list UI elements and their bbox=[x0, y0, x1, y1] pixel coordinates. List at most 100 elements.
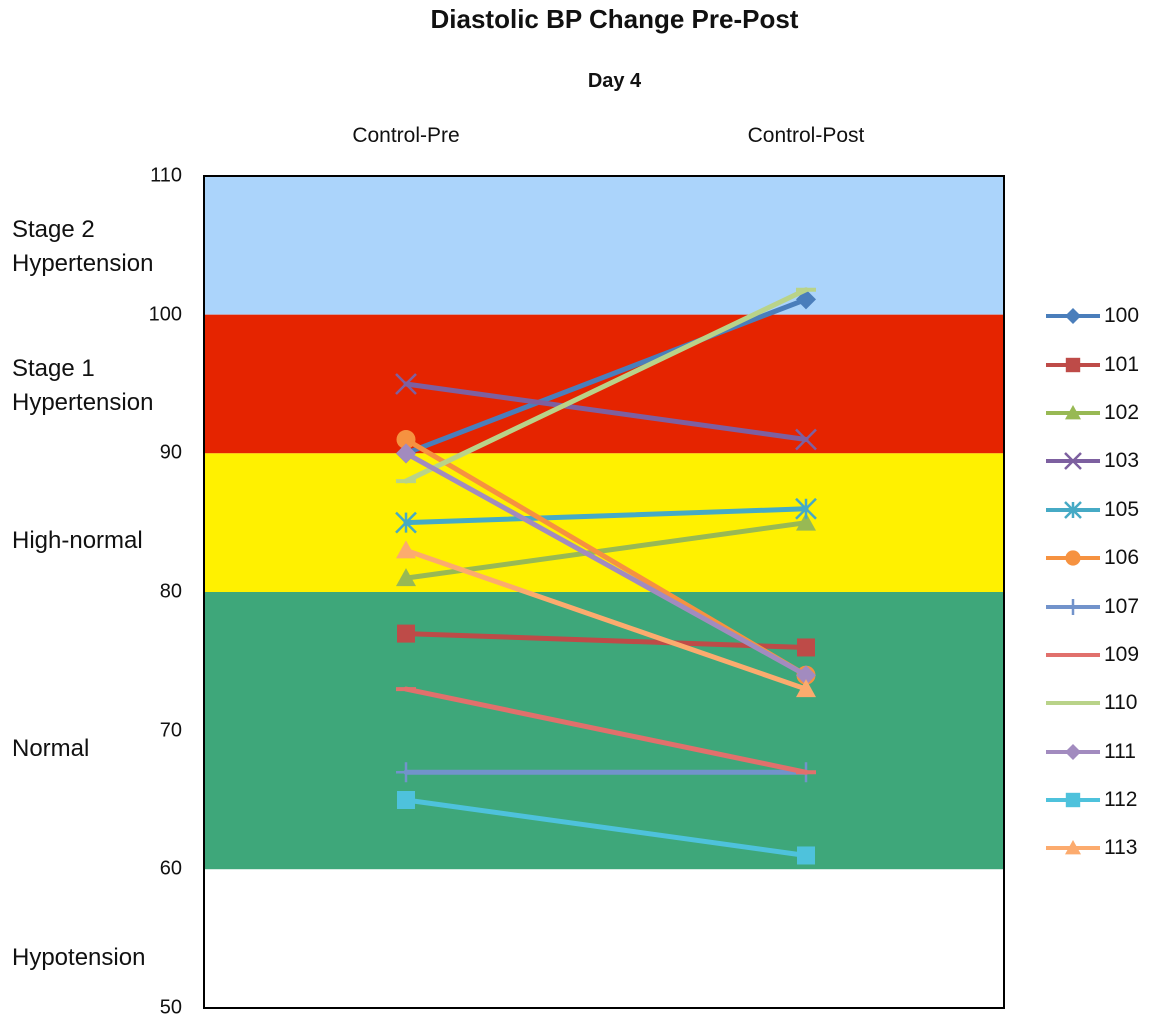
legend-swatch bbox=[1046, 550, 1100, 566]
band-label-3: Normal bbox=[12, 735, 90, 762]
series-113 bbox=[396, 540, 816, 698]
band-label-0: Stage 2 Hypertension bbox=[12, 216, 154, 277]
legend-label: 107 bbox=[1104, 594, 1140, 618]
band-2 bbox=[204, 453, 1004, 592]
legend-item-110: 110 bbox=[1040, 679, 1139, 727]
data-point bbox=[795, 497, 817, 520]
data-point bbox=[1065, 840, 1081, 855]
data-point bbox=[396, 762, 416, 783]
band-4 bbox=[204, 869, 1004, 1008]
series-111 bbox=[396, 443, 816, 686]
y-tick-label: 50 bbox=[159, 996, 182, 1019]
legend-label: 111 bbox=[1104, 739, 1136, 763]
data-point bbox=[396, 540, 416, 559]
data-point bbox=[796, 512, 816, 531]
data-point bbox=[795, 428, 817, 451]
legend-swatch bbox=[1046, 357, 1100, 372]
data-point bbox=[1065, 598, 1081, 615]
data-point bbox=[1064, 500, 1082, 519]
legend-label: 106 bbox=[1104, 546, 1140, 570]
series-line-100 bbox=[403, 296, 809, 456]
data-point bbox=[796, 679, 816, 698]
band-0 bbox=[204, 176, 1004, 315]
data-point bbox=[395, 373, 417, 395]
y-tick-label: 70 bbox=[159, 719, 182, 742]
data-point bbox=[1065, 357, 1081, 372]
series-101 bbox=[397, 624, 815, 657]
legend-label: 100 bbox=[1104, 304, 1140, 328]
y-tick-label: 90 bbox=[159, 441, 182, 464]
legend-swatch bbox=[1046, 840, 1100, 855]
data-point bbox=[1065, 743, 1081, 760]
series-105 bbox=[395, 497, 817, 534]
data-point bbox=[396, 443, 416, 464]
series-109 bbox=[396, 686, 816, 775]
data-point bbox=[1065, 792, 1081, 808]
data-point bbox=[796, 665, 816, 686]
legend-label: 109 bbox=[1104, 642, 1140, 666]
series-103 bbox=[395, 373, 817, 451]
category-label-pre: Control-Pre bbox=[352, 124, 460, 147]
legend-item-101: 101 bbox=[1040, 340, 1139, 388]
data-point bbox=[397, 624, 415, 643]
series-line-113 bbox=[403, 547, 809, 692]
series-line-105 bbox=[403, 506, 809, 526]
legend-swatch bbox=[1046, 792, 1100, 808]
legend-label: 102 bbox=[1104, 400, 1140, 424]
series-line-110 bbox=[403, 287, 809, 484]
data-point bbox=[397, 791, 415, 809]
legend-label: 113 bbox=[1104, 836, 1138, 860]
data-point bbox=[797, 638, 815, 657]
legend: 100 101 102 103 105 106 107 109 110 111 112 113 bbox=[1040, 292, 1139, 873]
series-line-102 bbox=[403, 520, 809, 581]
series-112 bbox=[397, 791, 815, 865]
series-line-101 bbox=[403, 631, 809, 650]
series-line-103 bbox=[403, 381, 809, 442]
legend-swatch bbox=[1046, 598, 1100, 615]
chart-title: Diastolic BP Change Pre-Post bbox=[430, 4, 799, 34]
data-point bbox=[1065, 404, 1081, 420]
y-tick-label: 60 bbox=[159, 857, 182, 880]
data-point bbox=[396, 568, 416, 587]
series-110 bbox=[396, 287, 816, 484]
legend-item-107: 107 bbox=[1040, 582, 1139, 630]
legend-item-105: 105 bbox=[1040, 486, 1139, 534]
band-label-1: Stage 1 Hypertension bbox=[12, 355, 154, 416]
data-point bbox=[395, 511, 417, 534]
series-line-109 bbox=[403, 686, 809, 775]
data-point bbox=[1065, 308, 1081, 325]
legend-item-113: 113 bbox=[1040, 824, 1139, 872]
legend-item-111: 111 bbox=[1040, 728, 1139, 776]
category-label-post: Control-Post bbox=[747, 124, 865, 147]
plot-border bbox=[203, 175, 1005, 1009]
legend-swatch bbox=[1046, 452, 1100, 471]
series-line-111 bbox=[403, 450, 809, 678]
legend-item-112: 112 bbox=[1040, 776, 1139, 824]
data-point bbox=[797, 846, 815, 865]
legend-item-106: 106 bbox=[1040, 534, 1139, 582]
series-line-112 bbox=[403, 797, 809, 858]
data-point bbox=[1065, 550, 1081, 566]
legend-item-102: 102 bbox=[1040, 389, 1139, 437]
legend-item-109: 109 bbox=[1040, 631, 1139, 679]
band-label-2: High-normal bbox=[12, 527, 143, 554]
legend-label: 105 bbox=[1104, 497, 1140, 521]
band-label-4: Hypotension bbox=[12, 944, 146, 971]
legend-label: 112 bbox=[1104, 788, 1138, 812]
legend-swatch bbox=[1046, 701, 1100, 706]
legend-label: 103 bbox=[1104, 449, 1140, 473]
y-tick-label: 100 bbox=[148, 303, 182, 326]
y-tick-label: 80 bbox=[159, 580, 182, 603]
series-102 bbox=[396, 512, 816, 587]
chart-subtitle: Day 4 bbox=[587, 70, 642, 92]
legend-item-103: 103 bbox=[1040, 437, 1139, 485]
legend-label: 110 bbox=[1104, 691, 1138, 715]
legend-swatch bbox=[1046, 500, 1100, 519]
legend-label: 101 bbox=[1104, 352, 1140, 376]
legend-item-100: 100 bbox=[1040, 292, 1139, 340]
legend-swatch bbox=[1046, 404, 1100, 420]
data-point bbox=[396, 429, 416, 449]
y-tick-label: 110 bbox=[150, 164, 182, 187]
data-point bbox=[1064, 452, 1082, 471]
